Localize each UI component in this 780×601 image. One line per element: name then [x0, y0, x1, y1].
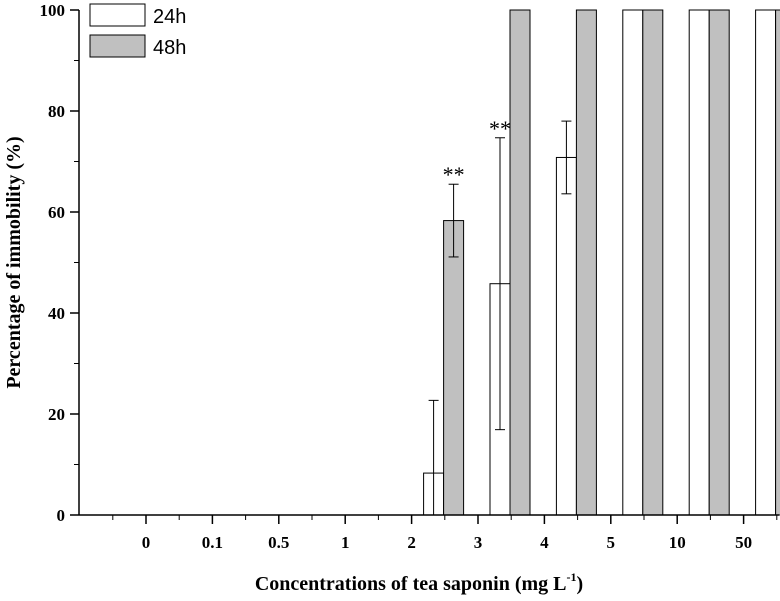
y-tick-label-60: 60: [48, 203, 65, 222]
y-tick-label-20: 20: [48, 405, 65, 424]
x-axis-title-superscript: -1: [567, 570, 577, 584]
bar-48h-3: [509, 9, 531, 516]
y-tick-label-80: 80: [48, 102, 65, 121]
legend-swatch-48h: [89, 34, 146, 58]
x-tick-label-3: 3: [474, 533, 483, 552]
bar-24h-4: [555, 156, 577, 516]
bar-24h-10: [688, 9, 710, 516]
legend-swatch-24h: [89, 3, 146, 27]
x-tick-label-1: 1: [341, 533, 350, 552]
x-tick-label-50: 50: [735, 533, 752, 552]
bar-24h-50: [755, 9, 777, 516]
x-tick-label-5: 5: [607, 533, 616, 552]
significance-marker-2: **: [443, 162, 465, 187]
bar-48h-50: [775, 9, 780, 516]
x-axis-title-main: Concentrations of tea saponin (mg L: [255, 573, 567, 595]
ticks-layer: 0 0.1 0.5 1 2 3 4 5 10 50 0 20 40 60 80 100: [40, 1, 778, 552]
legend: 24h 48h: [89, 3, 186, 59]
x-tick-label-0: 0: [142, 533, 151, 552]
bar-24h-5: [622, 9, 644, 516]
x-tick-label-10: 10: [669, 533, 686, 552]
bar-48h-5: [642, 9, 664, 516]
bars-layer: [423, 9, 780, 516]
x-tick-label-0.1: 0.1: [202, 533, 223, 552]
y-tick-label-40: 40: [48, 304, 65, 323]
significance-marker-3: **: [489, 116, 511, 141]
x-tick-label-0.5: 0.5: [268, 533, 289, 552]
x-tick-label-4: 4: [540, 533, 549, 552]
y-tick-label-100: 100: [40, 1, 66, 20]
error-bars-layer: [428, 120, 572, 516]
bar-48h-2: [443, 220, 465, 516]
significance-annotations: ** **: [443, 116, 511, 187]
x-axis-title: Concentrations of tea saponin (mg L-1): [255, 570, 583, 595]
axes-layer: [78, 10, 779, 516]
bar-48h-10: [708, 9, 730, 516]
y-axis-title: Percentage of immobility (%): [3, 136, 25, 388]
legend-label-48h: 48h: [153, 37, 186, 59]
y-tick-label-0: 0: [57, 506, 66, 525]
bar-48h-4: [575, 9, 597, 516]
x-tick-label-2: 2: [407, 533, 416, 552]
x-axis-title-suffix: ): [577, 573, 584, 595]
legend-label-24h: 24h: [153, 6, 186, 28]
